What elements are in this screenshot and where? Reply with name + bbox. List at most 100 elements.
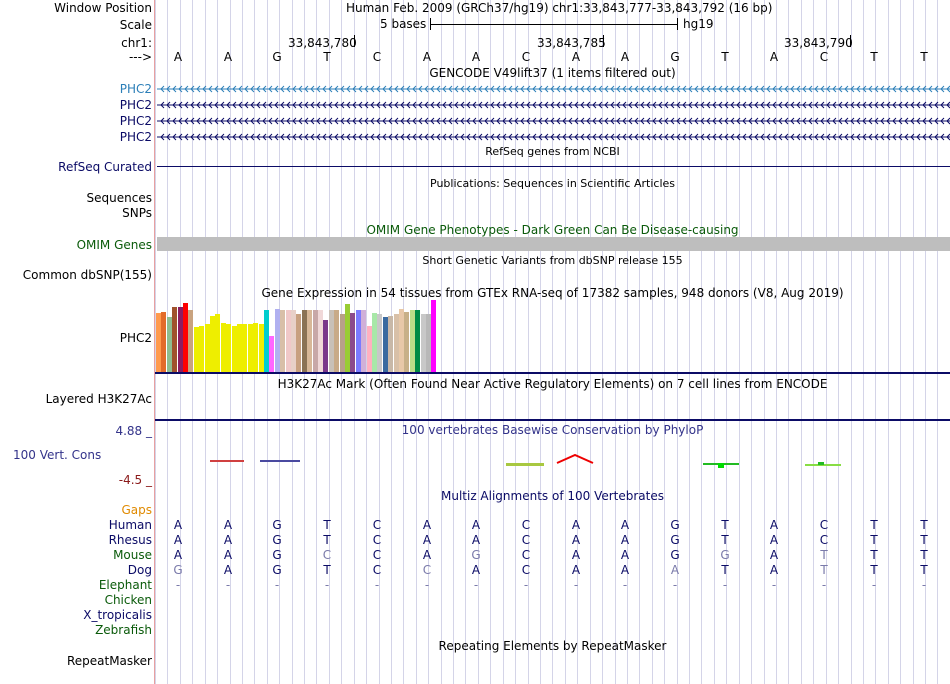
- publications-track-label[interactable]: Sequences: [86, 191, 152, 205]
- gencode-transcript-line[interactable]: [157, 116, 950, 126]
- gtex-bar[interactable]: [426, 314, 431, 372]
- gencode-gene-label[interactable]: PHC2: [119, 98, 152, 112]
- conservation-track-label[interactable]: 100 Vert. Cons: [13, 448, 102, 462]
- multiz-species-label[interactable]: Mouse: [113, 548, 152, 562]
- gtex-bar[interactable]: [172, 307, 177, 372]
- gencode-transcript-line[interactable]: [157, 84, 950, 94]
- reference-base[interactable]: G: [272, 50, 282, 64]
- dbsnp-track-title[interactable]: Short Genetic Variants from dbSNP releas…: [422, 254, 683, 267]
- gtex-bar[interactable]: [178, 307, 183, 372]
- gtex-bar[interactable]: [199, 326, 204, 372]
- gtex-bar[interactable]: [232, 326, 237, 372]
- reference-base[interactable]: A: [571, 50, 581, 64]
- gtex-bar[interactable]: [205, 324, 210, 372]
- reference-base[interactable]: C: [521, 50, 531, 64]
- gtex-bar[interactable]: [259, 324, 264, 372]
- gtex-bar[interactable]: [367, 326, 372, 372]
- gtex-bar[interactable]: [415, 310, 420, 372]
- gtex-bar[interactable]: [313, 310, 318, 372]
- gtex-bar[interactable]: [345, 304, 350, 372]
- gtex-bar[interactable]: [210, 316, 215, 372]
- gtex-bar[interactable]: [280, 310, 285, 372]
- reference-base[interactable]: C: [819, 50, 829, 64]
- reference-base[interactable]: A: [769, 50, 779, 64]
- reference-base[interactable]: A: [620, 50, 630, 64]
- h3k27ac-track-title[interactable]: H3K27Ac Mark (Often Found Near Active Re…: [277, 377, 828, 391]
- gtex-bar[interactable]: [275, 309, 280, 372]
- snps-track-label[interactable]: SNPs: [122, 206, 152, 220]
- gtex-bar[interactable]: [377, 314, 382, 372]
- gtex-bar[interactable]: [431, 300, 436, 372]
- reference-base[interactable]: T: [323, 50, 331, 64]
- gencode-gene-label[interactable]: PHC2: [119, 130, 152, 144]
- publications-track-title[interactable]: Publications: Sequences in Scientific Ar…: [430, 177, 675, 190]
- reference-base[interactable]: T: [870, 50, 878, 64]
- gencode-track-title[interactable]: GENCODE V49lift37 (1 items filtered out): [429, 66, 676, 80]
- gtex-bar[interactable]: [404, 312, 409, 372]
- gtex-bar[interactable]: [302, 310, 307, 372]
- multiz-species-label[interactable]: Rhesus: [108, 533, 152, 547]
- refseq-track-title[interactable]: RefSeq genes from NCBI: [485, 145, 620, 158]
- multiz-species-label[interactable]: Dog: [127, 563, 152, 577]
- gtex-bar[interactable]: [183, 303, 188, 372]
- gtex-bar[interactable]: [410, 310, 415, 372]
- gtex-bar[interactable]: [296, 314, 301, 372]
- gtex-bar[interactable]: [356, 310, 361, 372]
- reference-base[interactable]: G: [670, 50, 680, 64]
- gtex-bar[interactable]: [361, 310, 366, 372]
- reference-base[interactable]: A: [223, 50, 233, 64]
- repeatmasker-track-label[interactable]: RepeatMasker: [66, 654, 152, 668]
- gtex-bar[interactable]: [394, 314, 399, 372]
- dbsnp-track-label[interactable]: Common dbSNP(155): [22, 268, 152, 282]
- omim-track-title[interactable]: OMIM Gene Phenotypes - Dark Green Can Be…: [366, 223, 739, 237]
- gtex-bar[interactable]: [372, 313, 377, 372]
- omim-gene-bar[interactable]: [157, 237, 950, 251]
- h3k27ac-track-label[interactable]: Layered H3K27Ac: [45, 392, 152, 406]
- gtex-bar[interactable]: [286, 310, 291, 372]
- gtex-bar[interactable]: [421, 314, 426, 372]
- gtex-bar[interactable]: [388, 316, 393, 372]
- multiz-species-label[interactable]: Human: [108, 518, 152, 532]
- gtex-bar[interactable]: [242, 324, 247, 372]
- gtex-gene-label[interactable]: PHC2: [119, 331, 152, 345]
- gtex-bar[interactable]: [323, 320, 328, 372]
- gtex-bar[interactable]: [291, 310, 296, 372]
- gtex-bar[interactable]: [350, 313, 355, 372]
- multiz-track-title[interactable]: Multiz Alignments of 100 Vertebrates: [440, 489, 665, 503]
- reference-base[interactable]: A: [173, 50, 183, 64]
- gencode-transcript-line[interactable]: [157, 100, 950, 110]
- gencode-gene-label[interactable]: PHC2: [119, 82, 152, 96]
- conservation-track-title[interactable]: 100 vertebrates Basewise Conservation by…: [401, 423, 704, 437]
- gtex-bar[interactable]: [399, 309, 404, 372]
- reference-base[interactable]: T: [721, 50, 729, 64]
- gtex-bar[interactable]: [194, 327, 199, 372]
- gtex-bar[interactable]: [221, 323, 226, 372]
- gtex-bar[interactable]: [334, 310, 339, 372]
- gencode-transcript-line[interactable]: [157, 132, 950, 142]
- gtex-bar[interactable]: [318, 310, 323, 372]
- gtex-bar[interactable]: [269, 336, 274, 372]
- gtex-bar[interactable]: [161, 312, 166, 372]
- gtex-bar[interactable]: [329, 310, 334, 372]
- gtex-bar[interactable]: [167, 317, 172, 372]
- gtex-bar[interactable]: [188, 310, 193, 372]
- multiz-species-label[interactable]: Elephant: [98, 578, 152, 592]
- gtex-bar[interactable]: [237, 324, 242, 372]
- gtex-bar[interactable]: [156, 313, 161, 372]
- gtex-bar[interactable]: [248, 324, 253, 372]
- gtex-bar[interactable]: [307, 310, 312, 372]
- gtex-bar[interactable]: [253, 323, 258, 372]
- multiz-species-label[interactable]: X_tropicalis: [83, 608, 152, 622]
- omim-track-label[interactable]: OMIM Genes: [76, 238, 152, 252]
- reference-base[interactable]: A: [422, 50, 432, 64]
- multiz-species-label[interactable]: Chicken: [104, 593, 152, 607]
- reference-base[interactable]: C: [372, 50, 382, 64]
- gtex-bar[interactable]: [383, 317, 388, 372]
- gtex-track-title[interactable]: Gene Expression in 54 tissues from GTEx …: [261, 286, 844, 300]
- refseq-track-label[interactable]: RefSeq Curated: [58, 160, 152, 174]
- multiz-gaps-label[interactable]: Gaps: [121, 503, 152, 517]
- multiz-species-label[interactable]: Zebrafish: [95, 623, 152, 637]
- gencode-gene-label[interactable]: PHC2: [119, 114, 152, 128]
- gtex-bar[interactable]: [215, 314, 220, 372]
- repeatmasker-track-title[interactable]: Repeating Elements by RepeatMasker: [438, 639, 667, 653]
